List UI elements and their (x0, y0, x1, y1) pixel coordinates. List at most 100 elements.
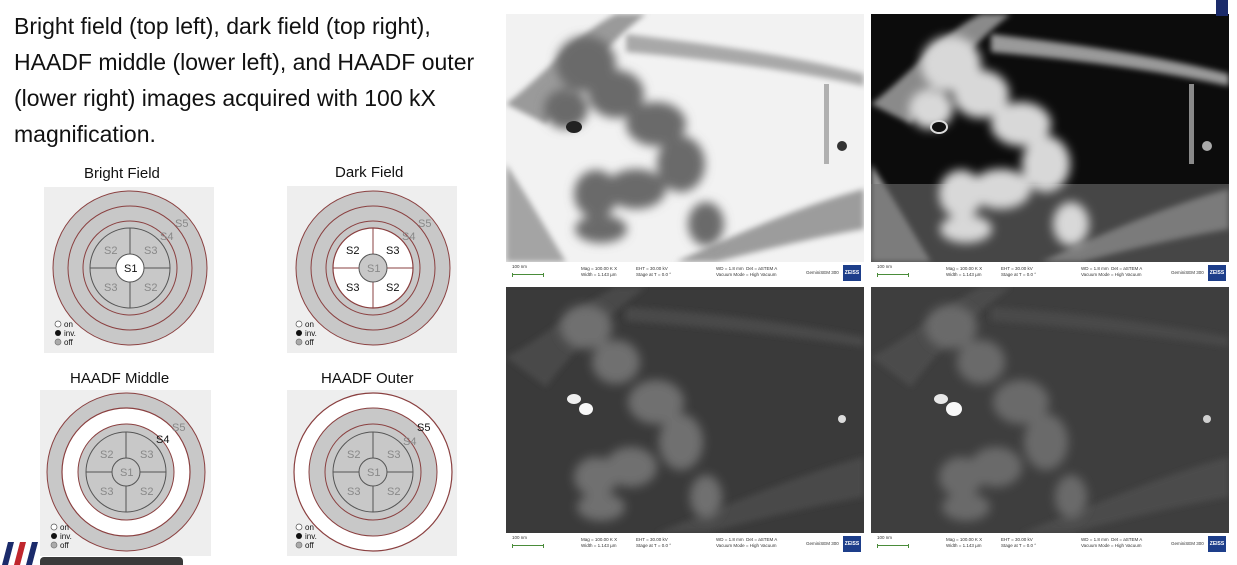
sem-image-bright-field: 100 nm Mag = 100.00 K X Width = 1.143 µm … (506, 14, 864, 286)
vacuum: Vacuum Mode = High Vacuum (716, 272, 777, 277)
scale-label: 100 nm (512, 264, 528, 269)
zeiss-logo: ZEISS (1208, 536, 1226, 552)
wd: WD = 1.8 mm (1081, 266, 1109, 271)
panel-title: HAADF Outer (321, 370, 414, 387)
segment-s2-label: S2 (387, 486, 400, 498)
legend-on: on (60, 523, 69, 532)
segment-s3-label: S3 (346, 282, 359, 294)
segment-s3-label: S3 (347, 486, 360, 498)
segment-s4-label: S4 (403, 436, 416, 448)
segment-s5-label: S5 (172, 422, 185, 434)
segment-s4-label: S4 (156, 434, 169, 446)
scale-label: 100 nm (877, 264, 893, 269)
scale-bar (512, 273, 544, 277)
micrograph (506, 287, 864, 533)
caption-line: magnification. (14, 121, 156, 147)
haadf-outer-panel: HAADF Outer S1 S2 S3 S3 S2 S4 S5 on inv.… (287, 368, 457, 556)
width: Width = 1.143 µm (946, 543, 982, 548)
legend-inv-icon (55, 330, 61, 336)
instrument: GeminiSEM 300 (1171, 541, 1204, 546)
instrument: GeminiSEM 300 (806, 541, 839, 546)
legend-off: off (64, 338, 74, 347)
segment-s1-label: S1 (120, 467, 133, 479)
sem-info-bar: 100 nm Mag = 100.00 K X Width = 1.143 µm … (871, 533, 1229, 557)
legend-off-icon (295, 541, 303, 549)
det: Det = aSTEM A (746, 537, 778, 542)
sem-image-haadf-outer: 100 nm Mag = 100.00 K X Width = 1.143 µm … (871, 287, 1229, 557)
legend-inv-icon (296, 330, 302, 336)
dark-field-panel: Dark Field S1 S2 S3 S3 S2 S4 S5 on inv. … (287, 162, 457, 353)
segment-s3-label: S3 (387, 449, 400, 461)
legend-on: on (305, 320, 314, 329)
micrograph (506, 14, 864, 262)
segment-s2-label: S2 (346, 245, 359, 257)
sem-image-haadf-middle: 100 nm Mag = 100.00 K X Width = 1.143 µm … (506, 287, 864, 557)
segment-s5-label: S5 (417, 422, 430, 434)
detector-diagram: S1 S2 S3 S3 S2 S4 S5 on inv. off (40, 390, 211, 556)
mag: Mag = 100.00 K X (946, 537, 983, 542)
eht: EHT = 30.00 kV (1001, 266, 1033, 271)
stage: Stage at T = 0.0 ° (636, 272, 672, 277)
segment-s3-label: S3 (100, 486, 113, 498)
legend-off-icon (54, 338, 62, 346)
bright-field-panel: Bright Field S1 S2 S3 S3 S2 S4 S5 on inv… (44, 163, 214, 353)
vacuum: Vacuum Mode = High Vacuum (716, 543, 777, 548)
legend-on: on (64, 320, 73, 329)
legend-inv: inv. (305, 329, 317, 338)
sem-info-bar: 100 nm Mag = 100.00 K X Width = 1.143 µm … (506, 533, 864, 557)
stage: Stage at T = 0.0 ° (636, 543, 672, 548)
segment-s2-label: S2 (100, 449, 113, 461)
sem-image-dark-field: 100 nm Mag = 100.00 K X Width = 1.143 µm … (871, 14, 1229, 286)
legend-inv-icon (51, 533, 57, 539)
caption-line: HAADF middle (lower left), and HAADF out… (14, 49, 475, 75)
legend-off-icon (295, 338, 303, 346)
segment-s2-label: S2 (386, 282, 399, 294)
legend-inv: inv. (64, 329, 76, 338)
caption: Bright field (top left), dark field (top… (14, 8, 504, 152)
sem-info-bar: 100 nm Mag = 100.00 K X Width = 1.143 µm … (506, 262, 864, 286)
zeiss-logo: ZEISS (843, 265, 861, 281)
eht: EHT = 30.00 kV (636, 266, 668, 271)
zeiss-logo: ZEISS (1208, 265, 1226, 281)
corner-tab (1216, 0, 1228, 16)
segment-s2-label: S2 (347, 449, 360, 461)
legend-on: on (305, 523, 314, 532)
stage: Stage at T = 0.0 ° (1001, 543, 1037, 548)
scale-label: 100 nm (512, 535, 528, 540)
width: Width = 1.143 µm (581, 272, 617, 277)
vacuum: Vacuum Mode = High Vacuum (1081, 272, 1142, 277)
width: Width = 1.143 µm (946, 272, 982, 277)
det: Det = aSTEM A (746, 266, 778, 271)
caption-line: Bright field (top left), dark field (top… (14, 13, 431, 39)
legend-on-icon (295, 523, 303, 531)
det: Det = aSTEM A (1111, 537, 1143, 542)
segment-s2-label: S2 (140, 486, 153, 498)
segment-s4-label: S4 (402, 231, 415, 243)
scale-bar (512, 544, 544, 548)
detector-diagram: S1 S2 S3 S3 S2 S4 S5 on inv. off (287, 186, 457, 353)
legend-off-icon (50, 541, 58, 549)
scale-bar (877, 273, 909, 277)
corner-logo-icon (2, 542, 38, 565)
panel-title: Bright Field (84, 165, 160, 182)
segment-s4-label: S4 (160, 231, 173, 243)
legend-off: off (305, 541, 315, 550)
segment-s1-label: S1 (367, 263, 380, 275)
legend-on-icon (295, 320, 303, 328)
legend-inv: inv. (60, 532, 72, 541)
instrument: GeminiSEM 300 (806, 270, 839, 275)
eht: EHT = 30.00 kV (636, 537, 668, 542)
caption-line: (lower right) images acquired with 100 k… (14, 85, 436, 111)
detector-diagram: S1 S2 S3 S3 S2 S4 S5 on inv. off (287, 390, 457, 556)
micrograph (871, 14, 1229, 262)
stage: Stage at T = 0.0 ° (1001, 272, 1037, 277)
segment-s5-label: S5 (175, 218, 188, 230)
taskbar-fragment (40, 557, 183, 565)
zeiss-logo: ZEISS (843, 536, 861, 552)
sem-info-bar: 100 nm Mag = 100.00 K X Width = 1.143 µm … (871, 262, 1229, 286)
eht: EHT = 30.00 kV (1001, 537, 1033, 542)
scale-label: 100 nm (877, 535, 893, 540)
instrument: GeminiSEM 300 (1171, 270, 1204, 275)
det: Det = aSTEM A (1111, 266, 1143, 271)
width: Width = 1.143 µm (581, 543, 617, 548)
